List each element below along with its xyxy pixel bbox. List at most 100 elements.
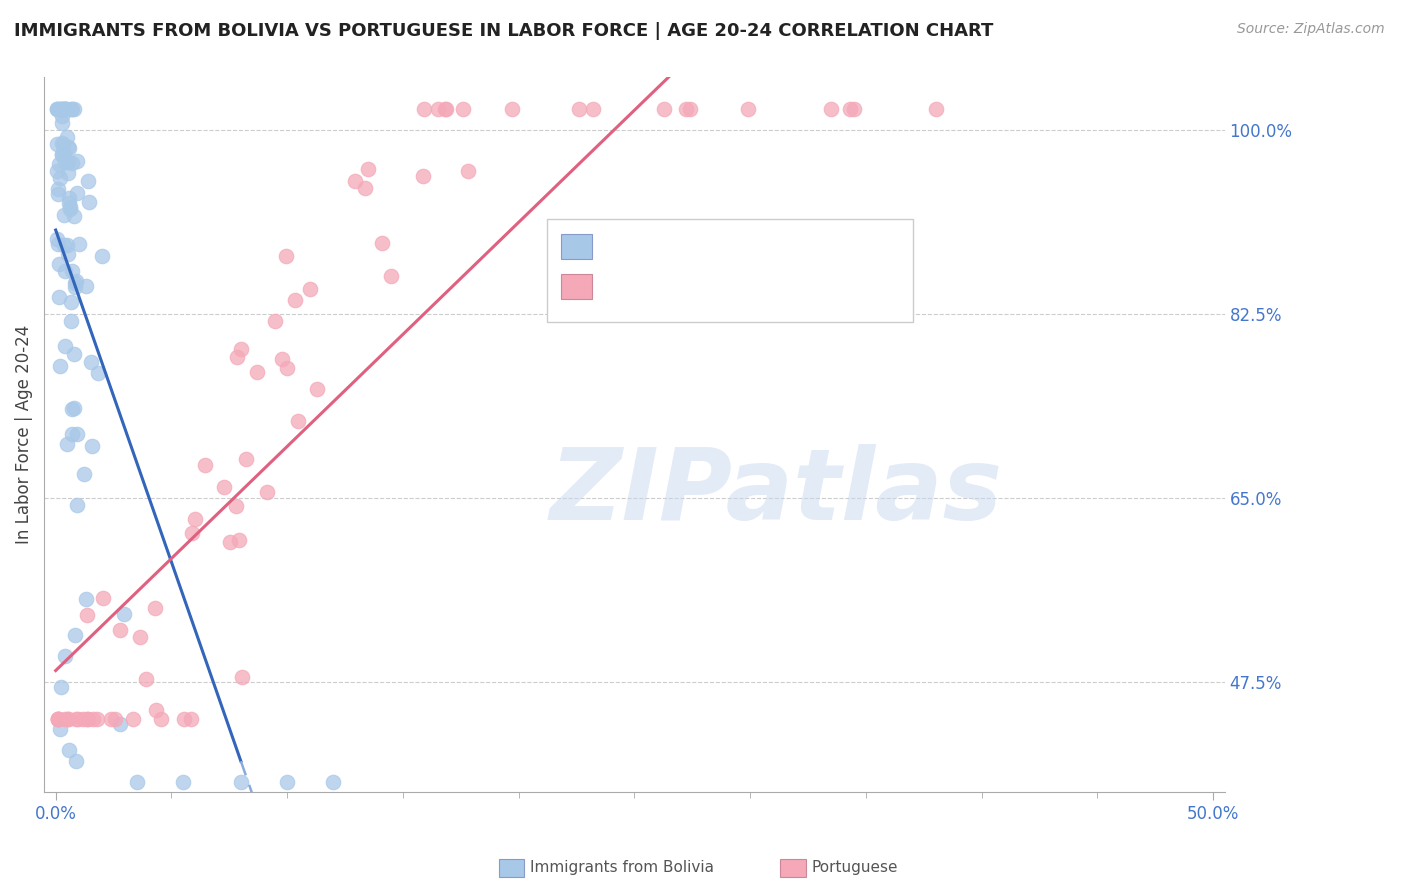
- Point: [46, 712, 69, 726]
- Text: R =: R =: [603, 277, 643, 295]
- Point: [143, 600, 166, 615]
- Point: [434, 102, 457, 116]
- Point: [46, 102, 69, 116]
- Point: [53, 102, 76, 116]
- Point: [100, 712, 122, 726]
- Point: [55, 129, 77, 144]
- Point: [276, 774, 298, 789]
- Point: [60, 156, 83, 170]
- Point: [60, 426, 83, 441]
- Point: [226, 350, 249, 364]
- Point: [72, 712, 94, 726]
- Point: [229, 774, 252, 789]
- Point: [65, 186, 87, 200]
- Point: [357, 161, 380, 176]
- Point: [149, 712, 172, 726]
- Point: [86, 366, 108, 380]
- Point: [52, 146, 75, 161]
- Point: [218, 534, 240, 549]
- Point: [51, 116, 73, 130]
- Point: [53, 648, 76, 663]
- Point: [501, 102, 523, 116]
- Point: [48, 290, 70, 304]
- Point: [225, 499, 247, 513]
- Point: [284, 293, 307, 307]
- Point: [91, 249, 114, 263]
- Text: 0.280: 0.280: [650, 277, 707, 295]
- Point: [287, 414, 309, 428]
- Point: [925, 102, 948, 116]
- Point: [457, 164, 479, 178]
- Point: [679, 102, 702, 116]
- Point: [246, 365, 269, 379]
- Point: [59, 200, 82, 214]
- Point: [426, 102, 449, 116]
- Point: [194, 458, 217, 472]
- Text: R =: R =: [603, 237, 643, 255]
- Point: [135, 672, 157, 686]
- Point: [66, 427, 89, 442]
- Point: [322, 774, 344, 789]
- Point: [274, 250, 297, 264]
- Text: Source: ZipAtlas.com: Source: ZipAtlas.com: [1237, 22, 1385, 37]
- Point: [173, 712, 195, 726]
- Point: [46, 136, 69, 151]
- Point: [354, 180, 377, 194]
- Point: [453, 102, 475, 116]
- Point: [46, 712, 69, 726]
- Point: [49, 170, 72, 185]
- Point: [62, 347, 84, 361]
- Point: [82, 712, 104, 726]
- Point: [52, 137, 75, 152]
- Point: [55, 102, 77, 116]
- Point: [235, 452, 257, 467]
- Point: [56, 237, 79, 252]
- Point: [49, 359, 72, 373]
- Point: [75, 592, 97, 607]
- Point: [51, 102, 73, 116]
- Point: [45, 102, 67, 116]
- Point: [73, 467, 96, 481]
- Point: [56, 140, 79, 154]
- Point: [80, 439, 103, 453]
- Text: IMMIGRANTS FROM BOLIVIA VS PORTUGUESE IN LABOR FORCE | AGE 20-24 CORRELATION CHA: IMMIGRANTS FROM BOLIVIA VS PORTUGUESE IN…: [14, 22, 994, 40]
- Point: [59, 314, 82, 328]
- Point: [46, 182, 69, 196]
- Point: [59, 102, 82, 116]
- Point: [49, 723, 72, 737]
- Text: 90: 90: [769, 237, 794, 255]
- Point: [60, 102, 83, 116]
- Point: [568, 102, 591, 116]
- Point: [380, 268, 402, 283]
- Point: [51, 148, 73, 162]
- Point: [63, 210, 86, 224]
- Point: [65, 274, 87, 288]
- Point: [59, 202, 82, 216]
- Point: [264, 313, 287, 327]
- Point: [60, 263, 83, 277]
- Y-axis label: In Labor Force | Age 20-24: In Labor Force | Age 20-24: [15, 326, 32, 544]
- Point: [60, 294, 83, 309]
- Point: [298, 282, 321, 296]
- Point: [66, 154, 89, 169]
- Point: [844, 102, 866, 116]
- Point: [80, 355, 103, 369]
- Point: [48, 157, 70, 171]
- Point: [51, 136, 73, 150]
- Point: [582, 102, 605, 116]
- Point: [65, 499, 87, 513]
- Point: [122, 712, 145, 726]
- Point: [51, 102, 73, 116]
- Point: [53, 712, 76, 726]
- Point: [145, 703, 167, 717]
- Point: [55, 102, 77, 116]
- Point: [51, 102, 73, 116]
- Text: ZIPatlas: ZIPatlas: [550, 443, 1002, 541]
- Point: [129, 630, 152, 644]
- Point: [172, 774, 194, 789]
- Point: [91, 591, 114, 605]
- Point: [110, 623, 132, 637]
- Point: [256, 484, 278, 499]
- Point: [276, 360, 298, 375]
- Point: [49, 102, 72, 116]
